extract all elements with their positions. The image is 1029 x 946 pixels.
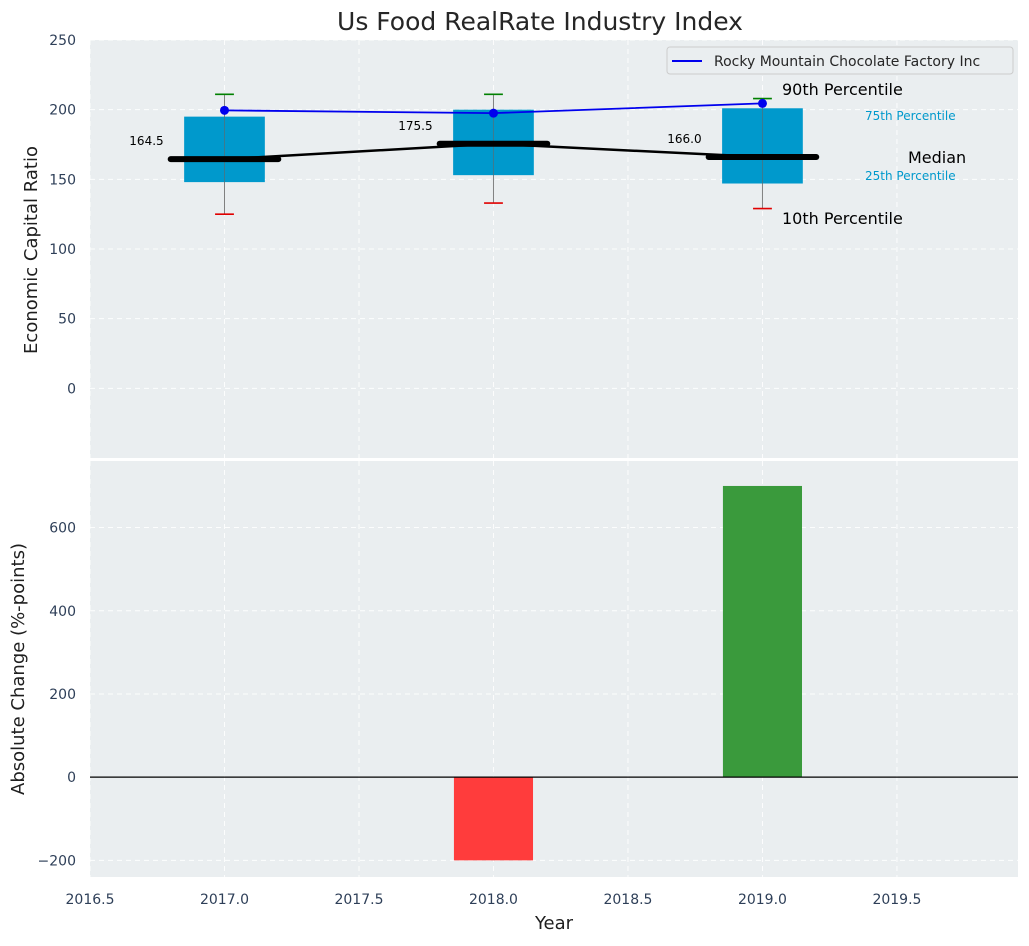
x-tick-label: 2019.0 [738, 892, 787, 908]
x-tick-label: 2018.0 [469, 892, 518, 908]
x-tick-labels: 2016.5 2017.0 2017.5 2018.0 2018.5 2019.0 2019… [66, 892, 922, 908]
top-y-tick-label: 0 [67, 381, 76, 397]
chart-title: Us Food RealRate Industry Index [337, 7, 743, 36]
p10-annotation: 10th Percentile [782, 209, 903, 228]
legend: Rocky Mountain Chocolate Factory Inc [666, 46, 1014, 75]
top-y-tick-label: 150 [49, 172, 76, 188]
top-y-tick-label: 200 [49, 103, 76, 119]
median-value-label: 164.5 [129, 134, 163, 148]
x-tick-label: 2018.5 [603, 892, 652, 908]
legend-box [666, 46, 1014, 75]
x-tick-label: 2017.0 [200, 892, 249, 908]
top-y-tick-label: 250 [49, 33, 76, 49]
top-y-tick-label: 50 [58, 312, 76, 328]
x-axis-label: Year [534, 913, 574, 934]
change-bar [722, 485, 803, 778]
median-value-label: 175.5 [398, 119, 432, 133]
p25-annotation: 25th Percentile [865, 169, 956, 183]
bottom-y-tick-label: −200 [38, 853, 76, 869]
top-grid [89, 39, 1018, 458]
median-value-label: 166.0 [667, 132, 701, 146]
series-layer [219, 98, 767, 118]
series-point [219, 105, 229, 115]
bottom-y-tick-labels: −200 0 200 400 600 [38, 521, 76, 870]
x-tick-label: 2016.5 [66, 892, 115, 908]
top-y-axis-label: Economic Capital Ratio [21, 146, 42, 354]
bottom-panel-background [90, 461, 1018, 877]
x-tick-label: 2019.5 [872, 892, 921, 908]
box-plot-layer: 164.5 175.5 166.0 [129, 93, 820, 215]
top-y-tick-label: 100 [49, 242, 76, 258]
bottom-y-axis-label: Absolute Change (%-points) [8, 543, 29, 795]
bottom-y-tick-label: 0 [67, 770, 76, 786]
x-tick-label: 2017.5 [334, 892, 383, 908]
bottom-y-tick-label: 600 [49, 521, 76, 537]
p75-annotation: 75th Percentile [865, 109, 956, 123]
median-annotation: Median [908, 148, 966, 167]
median-trend-line [224, 142, 763, 161]
bottom-y-tick-label: 200 [49, 687, 76, 703]
p90-annotation: 90th Percentile [782, 80, 903, 99]
bottom-y-tick-label: 400 [49, 604, 76, 620]
change-bar [453, 777, 534, 861]
series-point [757, 98, 767, 108]
series-point [488, 108, 498, 118]
legend-label: Rocky Mountain Chocolate Factory Inc [714, 54, 980, 70]
bar-layer [90, 485, 1018, 861]
top-y-tick-labels: 0 50 100 150 200 250 [49, 33, 76, 397]
percentile-annotations: 90th Percentile 75th Percentile Median 2… [782, 80, 966, 228]
